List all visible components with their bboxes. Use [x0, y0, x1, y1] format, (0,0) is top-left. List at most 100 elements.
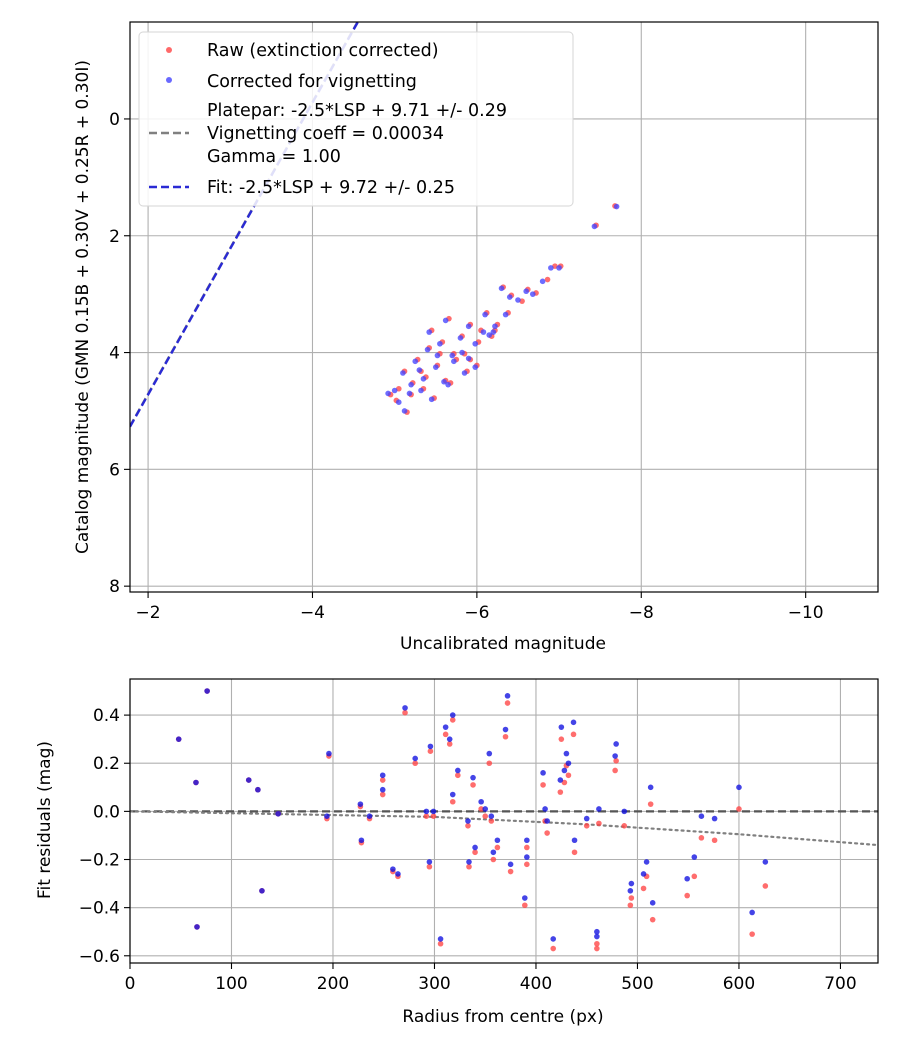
corrected-point — [539, 278, 546, 285]
corrected-point — [583, 815, 590, 822]
legend-platepar-label-1: Platepar: -2.5*LSP + 9.71 +/- 0.29 — [207, 101, 507, 121]
raw-point — [570, 731, 577, 738]
corrected-point — [621, 808, 628, 815]
corrected-point — [402, 705, 408, 711]
corrected-point — [420, 376, 427, 382]
corrected-point — [472, 340, 479, 347]
y-tick-label: 6 — [109, 460, 120, 480]
corrected-point — [245, 777, 252, 783]
corrected-point — [570, 719, 577, 726]
raw-point — [427, 748, 434, 754]
corrected-point — [428, 396, 435, 403]
bottom-axes-frame — [129, 678, 879, 964]
corrected-point — [488, 813, 495, 819]
raw-point — [449, 798, 456, 805]
corrected-point — [390, 866, 396, 872]
raw-point — [449, 717, 456, 723]
raw-point — [698, 835, 705, 841]
corrected-point — [445, 381, 451, 388]
x-tick-label: −10 — [788, 603, 824, 623]
y-tick-label: −0.2 — [79, 851, 120, 871]
raw-point — [426, 863, 433, 870]
x-tick-label: 0 — [125, 974, 136, 994]
corrected-point — [504, 693, 511, 699]
raw-point — [544, 276, 551, 283]
raw-point — [465, 823, 471, 829]
raw-point — [522, 902, 528, 909]
legend-raw-marker — [166, 47, 172, 53]
legend-corrected-marker — [166, 77, 172, 83]
corrected-point — [691, 854, 698, 860]
corrected-point — [557, 777, 564, 783]
corrected-point — [423, 808, 430, 815]
corrected-point — [406, 390, 413, 397]
corrected-point — [465, 355, 472, 362]
top-points — [385, 203, 620, 415]
raw-point — [649, 916, 656, 923]
corrected-point — [470, 774, 476, 781]
y-tick-label: 0.2 — [93, 754, 120, 774]
y-tick-label: −0.6 — [79, 947, 120, 967]
legend-fit-label: Fit: -2.5*LSP + 9.72 +/- 0.25 — [207, 178, 455, 198]
corrected-point — [472, 364, 479, 370]
corrected-point — [193, 779, 199, 786]
bottom-plot-area — [130, 688, 878, 952]
corrected-point — [762, 859, 769, 865]
corrected-point — [494, 837, 501, 844]
corrected-point — [643, 859, 650, 865]
corrected-point — [490, 329, 497, 335]
raw-point — [540, 782, 546, 788]
corrected-point — [640, 871, 647, 877]
raw-point — [502, 733, 509, 740]
corrected-point — [401, 408, 408, 414]
x-tick-label: 600 — [723, 974, 755, 994]
raw-point — [647, 801, 654, 807]
corrected-point — [627, 888, 634, 894]
corrected-point — [749, 909, 755, 916]
corrected-point — [437, 340, 443, 347]
corrected-point — [427, 743, 434, 750]
corrected-point — [594, 933, 600, 940]
corrected-point — [442, 317, 449, 324]
corrected-point — [455, 767, 461, 774]
corrected-point — [502, 726, 509, 733]
corrected-point — [379, 772, 386, 779]
raw-point — [594, 945, 600, 952]
corrected-point — [175, 736, 182, 742]
raw-point — [379, 791, 386, 798]
corrected-point — [442, 724, 449, 730]
raw-point — [430, 813, 437, 819]
corrected-point — [426, 329, 433, 335]
y-tick-label: 4 — [109, 344, 120, 364]
raw-point — [565, 772, 572, 779]
x-tick-label: −4 — [300, 603, 325, 623]
raw-point — [691, 873, 698, 880]
raw-point — [486, 760, 493, 767]
raw-point — [736, 806, 742, 812]
corrected-point — [628, 880, 635, 887]
corrected-point — [194, 924, 200, 930]
corrected-point — [736, 784, 742, 791]
corrected-point — [711, 815, 718, 822]
corrected-point — [523, 288, 529, 295]
residuals-scatter-chart: 0 100 200 300 400 500 600 700 −0.6 −0.4 −0.2 0.0 0.2… — [35, 678, 879, 1027]
x-tick-label: −6 — [464, 603, 489, 623]
x-tick-label: 500 — [621, 974, 653, 994]
corrected-point — [596, 806, 602, 812]
raw-point — [437, 940, 444, 947]
corrected-point — [561, 767, 568, 774]
corrected-point — [465, 818, 471, 824]
corrected-point — [255, 786, 261, 793]
corrected-point — [571, 837, 578, 844]
corrected-point — [649, 900, 656, 906]
raw-point — [455, 772, 461, 779]
corrected-point — [490, 849, 497, 856]
bottom-points — [175, 688, 769, 952]
corrected-point — [465, 323, 472, 330]
corrected-point — [698, 813, 705, 819]
corrected-point — [379, 786, 386, 793]
corrected-point — [498, 285, 505, 292]
y-tick-label: 0.4 — [93, 706, 120, 726]
y-tick-label: −0.4 — [79, 899, 120, 919]
top-axes-frame — [129, 21, 879, 593]
